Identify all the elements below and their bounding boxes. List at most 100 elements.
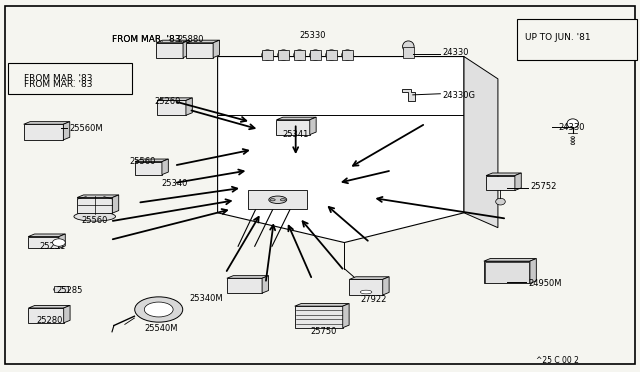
Text: 24950M: 24950M	[528, 279, 561, 288]
Ellipse shape	[270, 199, 275, 201]
Bar	[28, 237, 59, 248]
Polygon shape	[383, 277, 389, 295]
Ellipse shape	[294, 50, 305, 60]
Ellipse shape	[135, 297, 183, 322]
Text: 25285: 25285	[56, 286, 83, 295]
Polygon shape	[113, 195, 119, 213]
Polygon shape	[63, 122, 70, 140]
Polygon shape	[402, 89, 415, 101]
Bar	[349, 279, 383, 295]
Bar	[8, 63, 132, 94]
Text: UP TO JUN. '81: UP TO JUN. '81	[525, 33, 591, 42]
Polygon shape	[183, 40, 189, 58]
Bar	[227, 278, 262, 293]
Text: 25560M: 25560M	[69, 124, 103, 133]
Bar	[276, 120, 310, 135]
Ellipse shape	[280, 199, 285, 201]
Ellipse shape	[262, 50, 273, 60]
Polygon shape	[349, 277, 389, 279]
Polygon shape	[59, 234, 65, 248]
Bar	[342, 50, 353, 60]
Bar	[517, 19, 637, 60]
Text: FROM MAR. '83: FROM MAR. '83	[112, 35, 180, 44]
Ellipse shape	[360, 290, 372, 294]
Ellipse shape	[342, 50, 353, 60]
Bar	[403, 46, 414, 58]
Ellipse shape	[403, 41, 414, 52]
Polygon shape	[28, 234, 65, 237]
Ellipse shape	[145, 302, 173, 317]
Text: 25340: 25340	[161, 179, 188, 187]
Text: FROM MAR. '83: FROM MAR. '83	[112, 35, 180, 44]
Text: 25340M: 25340M	[189, 294, 223, 303]
Text: 25251: 25251	[39, 242, 66, 251]
Polygon shape	[135, 159, 168, 161]
Bar	[326, 50, 337, 60]
Polygon shape	[343, 304, 349, 328]
Bar	[486, 176, 515, 190]
Ellipse shape	[278, 50, 289, 60]
Polygon shape	[310, 117, 316, 135]
Text: 25280: 25280	[36, 316, 63, 325]
Polygon shape	[464, 57, 498, 228]
Polygon shape	[262, 276, 269, 293]
Text: 25341: 25341	[282, 130, 309, 139]
Text: 25880: 25880	[177, 35, 204, 44]
Ellipse shape	[326, 50, 337, 60]
Bar	[28, 308, 64, 323]
Bar	[54, 286, 68, 292]
Bar	[485, 262, 529, 283]
Bar	[24, 124, 63, 140]
Polygon shape	[63, 305, 70, 323]
Polygon shape	[213, 40, 220, 58]
Text: FROM MAR. '83: FROM MAR. '83	[24, 80, 93, 89]
Bar	[262, 50, 273, 60]
Text: 24330: 24330	[558, 123, 584, 132]
Bar	[248, 190, 307, 209]
Polygon shape	[515, 173, 521, 190]
Text: 25260: 25260	[154, 97, 181, 106]
Bar	[156, 43, 183, 58]
Ellipse shape	[496, 198, 506, 205]
Ellipse shape	[567, 119, 579, 128]
Bar	[295, 306, 343, 328]
Polygon shape	[486, 173, 521, 176]
Polygon shape	[218, 57, 464, 243]
Polygon shape	[227, 276, 269, 278]
Ellipse shape	[54, 286, 68, 292]
Ellipse shape	[310, 50, 321, 60]
Polygon shape	[295, 304, 349, 306]
Bar	[186, 43, 213, 58]
Polygon shape	[186, 98, 193, 115]
Text: 24330G: 24330G	[443, 92, 476, 100]
Bar	[135, 161, 162, 174]
Polygon shape	[77, 195, 119, 198]
Bar	[77, 198, 113, 213]
Polygon shape	[24, 122, 70, 124]
Text: FROM MAR. '83: FROM MAR. '83	[24, 74, 93, 83]
Polygon shape	[186, 40, 220, 43]
Polygon shape	[162, 159, 168, 174]
Text: 25560: 25560	[129, 157, 156, 166]
Text: ^25 C 00 2: ^25 C 00 2	[536, 356, 579, 365]
Text: 25752: 25752	[530, 182, 556, 191]
Polygon shape	[276, 117, 316, 120]
Bar	[294, 50, 305, 60]
Circle shape	[52, 239, 65, 246]
Text: 25560: 25560	[81, 216, 108, 225]
Bar	[278, 50, 289, 60]
Text: 25330: 25330	[299, 31, 326, 40]
Bar	[310, 50, 321, 60]
Polygon shape	[156, 40, 189, 43]
Bar	[484, 261, 530, 283]
Ellipse shape	[74, 212, 115, 221]
Polygon shape	[28, 305, 70, 308]
Bar	[157, 100, 186, 115]
Text: 24330: 24330	[443, 48, 469, 57]
Text: 27922: 27922	[361, 295, 387, 304]
Polygon shape	[157, 98, 193, 100]
Text: 25750: 25750	[310, 327, 337, 336]
Polygon shape	[530, 259, 536, 283]
Polygon shape	[484, 259, 536, 261]
Ellipse shape	[269, 196, 287, 203]
